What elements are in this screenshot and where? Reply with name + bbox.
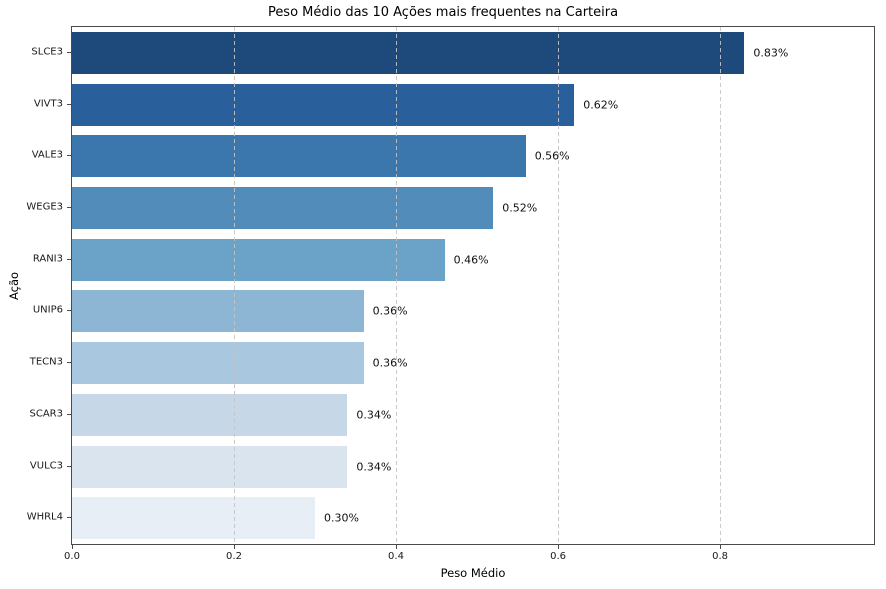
bar-VALE3: [72, 135, 526, 178]
y-tick-label-UNIP6: UNIP6: [32, 304, 63, 316]
x-tick-label-0.0: 0.0: [64, 551, 80, 562]
y-tick-label-WEGE3: WEGE3: [26, 201, 63, 213]
y-tick-label-VALE3: VALE3: [31, 149, 63, 161]
bar-VULC3: [72, 445, 348, 488]
plot-area: 0.83% 0.62% 0.56% 0.52% 0.46% 0.36% 0.36% 0.34%…: [71, 26, 875, 545]
bar-VIVT3: [72, 83, 575, 126]
y-tick-mark: [67, 258, 71, 260]
y-tick-mark: [67, 207, 71, 208]
chart-title: Peso Médio das 10 Ações mais frequentes …: [267, 5, 619, 20]
y-axis-label: Ação: [7, 271, 21, 301]
x-tick-mark: [234, 545, 235, 549]
bar-value-label-WHRL4: 0.30%: [324, 511, 359, 525]
y-tick-label-WHRL4: WHRL4: [26, 511, 63, 523]
y-tick-mark: [67, 413, 71, 415]
bar-value-label-WEGE3: 0.52%: [502, 201, 538, 215]
y-tick-label-VULC3: VULC3: [29, 460, 63, 471]
bar-SCAR3: [72, 393, 348, 436]
bar-value-label-VALE3: 0.56%: [534, 149, 570, 163]
y-tick-mark: [67, 465, 71, 467]
bar-RANI3: [72, 238, 445, 281]
x-tick-mark: [720, 545, 722, 549]
x-tick-mark: [72, 545, 73, 549]
x-tick-mark: [396, 545, 397, 549]
x-tick-label-0.4: 0.4: [388, 551, 404, 562]
y-tick-mark: [67, 103, 71, 105]
bar-value-label-RANI3: 0.46%: [453, 253, 489, 267]
bar-TECN3: [72, 342, 364, 385]
bar-value-label-TECN3: 0.36%: [372, 356, 408, 370]
gridline-x-0.4: [396, 27, 397, 544]
y-tick-label-VIVT3: VIVT3: [33, 98, 63, 110]
y-tick-mark: [67, 51, 71, 53]
y-tick-label-SLCE3: SLCE3: [31, 46, 63, 58]
y-tick-mark: [67, 362, 71, 364]
bar-value-label-VIVT3: 0.62%: [583, 98, 619, 112]
bar-value-label-SCAR3: 0.34%: [356, 408, 392, 422]
bar-SLCE3: [72, 31, 745, 74]
y-tick-mark: [67, 517, 71, 519]
bar-value-label-SLCE3: 0.83%: [753, 46, 789, 60]
y-tick-mark: [67, 310, 71, 312]
x-tick-label-0.2: 0.2: [226, 551, 242, 562]
bar-value-label-UNIP6: 0.36%: [372, 304, 408, 318]
gridline-x-0.2: [234, 27, 235, 544]
x-axis-label: Peso Médio: [440, 566, 506, 580]
gridline-x-0.8: [720, 27, 722, 544]
y-tick-label-SCAR3: SCAR3: [29, 408, 63, 420]
bar-WHRL4: [72, 497, 315, 540]
gridline-x-0.6: [558, 27, 560, 544]
bar-UNIP6: [72, 290, 364, 333]
bar-value-label-VULC3: 0.34%: [356, 460, 392, 473]
x-tick-label-0.6: 0.6: [550, 551, 567, 562]
y-tick-mark: [67, 155, 71, 157]
x-tick-label-0.8: 0.8: [712, 551, 729, 562]
bar-WEGE3: [72, 187, 494, 229]
y-tick-label-TECN3: TECN3: [29, 356, 63, 368]
y-tick-label-RANI3: RANI3: [32, 253, 63, 265]
x-tick-mark: [558, 545, 560, 549]
